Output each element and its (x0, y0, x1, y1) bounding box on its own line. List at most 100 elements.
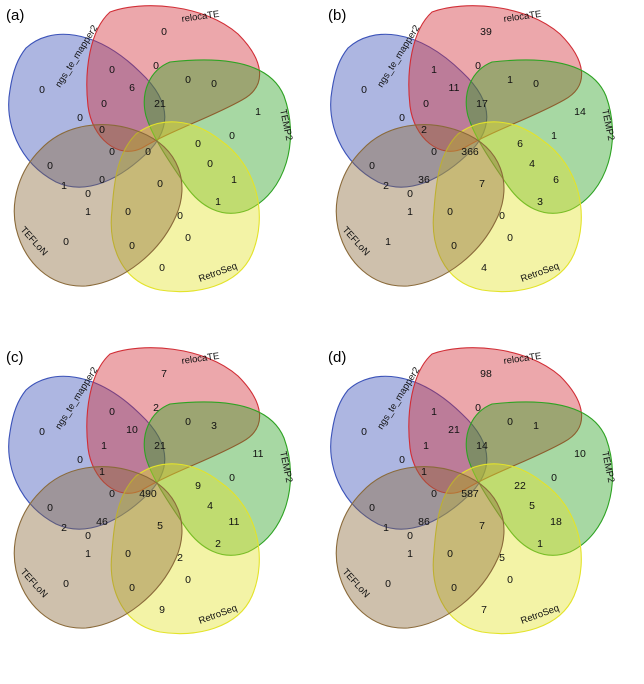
region-count: 21 (448, 424, 460, 436)
region-count: 0 (475, 402, 481, 414)
region-count: 0 (499, 210, 505, 222)
region-count: 0 (109, 488, 115, 500)
region-count: 0 (507, 416, 513, 428)
region-count: 14 (574, 106, 586, 118)
region-count: 0 (153, 60, 159, 72)
region-count: 0 (399, 112, 405, 124)
region-count: 10 (126, 424, 138, 436)
region-count: 0 (431, 146, 437, 158)
region-count: 1 (61, 180, 67, 192)
region-count: 36 (418, 174, 430, 186)
region-count: 1 (407, 548, 413, 560)
region-count: 1 (431, 64, 437, 76)
region-count: 0 (451, 582, 457, 594)
panel-letter: (b) (328, 7, 346, 24)
region-count: 0 (229, 130, 235, 142)
region-count: 7 (161, 368, 167, 380)
region-count: 0 (399, 454, 405, 466)
venn-panel: (b)ngs_te_mapper2relocaTETEMP2RetroSeqTE… (328, 5, 616, 293)
region-count: 2 (61, 522, 67, 534)
region-count: 9 (195, 480, 201, 492)
region-count: 0 (407, 530, 413, 542)
region-count: 1 (507, 74, 513, 86)
region-count: 86 (418, 516, 430, 528)
region-count: 0 (109, 64, 115, 76)
region-count: 11 (253, 448, 264, 460)
region-count: 0 (361, 84, 367, 96)
venn-panel: (d)ngs_te_mapper2relocaTETEMP2RetroSeqTE… (328, 347, 616, 635)
region-count: 490 (139, 488, 157, 500)
region-count: 4 (481, 262, 487, 274)
panel-letter: (a) (6, 7, 24, 24)
region-count: 0 (195, 138, 201, 150)
region-count: 0 (161, 26, 167, 38)
region-count: 1 (255, 106, 261, 118)
set-petal (335, 124, 505, 287)
region-count: 2 (215, 538, 221, 550)
region-count: 0 (369, 160, 375, 172)
set-label: relocaTE (503, 9, 542, 25)
region-count: 0 (551, 472, 557, 484)
region-count: 21 (154, 98, 166, 110)
region-count: 0 (451, 240, 457, 252)
region-count: 1 (85, 548, 91, 560)
region-count: 18 (550, 516, 562, 528)
region-count: 0 (185, 74, 191, 86)
set-petal (110, 121, 260, 293)
region-count: 6 (553, 174, 559, 186)
region-count: 2 (383, 180, 389, 192)
set-label: relocaTE (181, 351, 220, 367)
region-count: 0 (85, 530, 91, 542)
region-count: 0 (185, 574, 191, 586)
region-count: 4 (529, 158, 535, 170)
region-count: 0 (177, 210, 183, 222)
region-count: 17 (476, 98, 488, 110)
region-count: 46 (96, 516, 108, 528)
region-count: 0 (157, 178, 163, 190)
region-count: 1 (383, 522, 389, 534)
region-count: 2 (177, 552, 183, 564)
set-label: relocaTE (181, 9, 220, 25)
region-count: 7 (479, 520, 485, 532)
region-count: 0 (129, 582, 135, 594)
region-count: 0 (39, 84, 45, 96)
region-count: 6 (129, 82, 135, 94)
region-count: 1 (385, 236, 391, 248)
region-count: 0 (369, 502, 375, 514)
region-count: 0 (125, 548, 131, 560)
region-count: 0 (99, 174, 105, 186)
region-count: 14 (476, 440, 488, 452)
region-count: 11 (229, 516, 240, 528)
set-petal (86, 347, 261, 494)
region-count: 3 (537, 196, 543, 208)
set-label: relocaTE (503, 351, 542, 367)
region-count: 22 (514, 480, 526, 492)
venn-panel: (a)ngs_te_mapper2relocaTETEMP2RetroSeqTE… (6, 5, 294, 293)
region-count: 2 (153, 402, 159, 414)
region-count: 0 (99, 124, 105, 136)
region-count: 1 (99, 466, 105, 478)
region-count: 0 (159, 262, 165, 274)
region-count: 0 (507, 574, 513, 586)
region-count: 0 (211, 78, 217, 90)
region-count: 0 (447, 206, 453, 218)
region-count: 10 (574, 448, 586, 460)
region-count: 0 (101, 98, 107, 110)
set-petal (335, 466, 505, 629)
set-petal (408, 347, 583, 494)
region-count: 11 (449, 82, 460, 94)
region-count: 5 (529, 500, 535, 512)
set-petal (432, 463, 582, 635)
region-count: 39 (480, 26, 492, 38)
region-count: 0 (109, 146, 115, 158)
set-petal (408, 5, 583, 152)
region-count: 7 (481, 604, 487, 616)
region-count: 0 (63, 236, 69, 248)
region-count: 1 (231, 174, 237, 186)
region-count: 0 (145, 146, 151, 158)
region-count: 0 (129, 240, 135, 252)
region-count: 0 (475, 60, 481, 72)
panel-letter: (c) (6, 349, 24, 366)
region-count: 2 (421, 124, 427, 136)
set-petal (110, 463, 260, 635)
